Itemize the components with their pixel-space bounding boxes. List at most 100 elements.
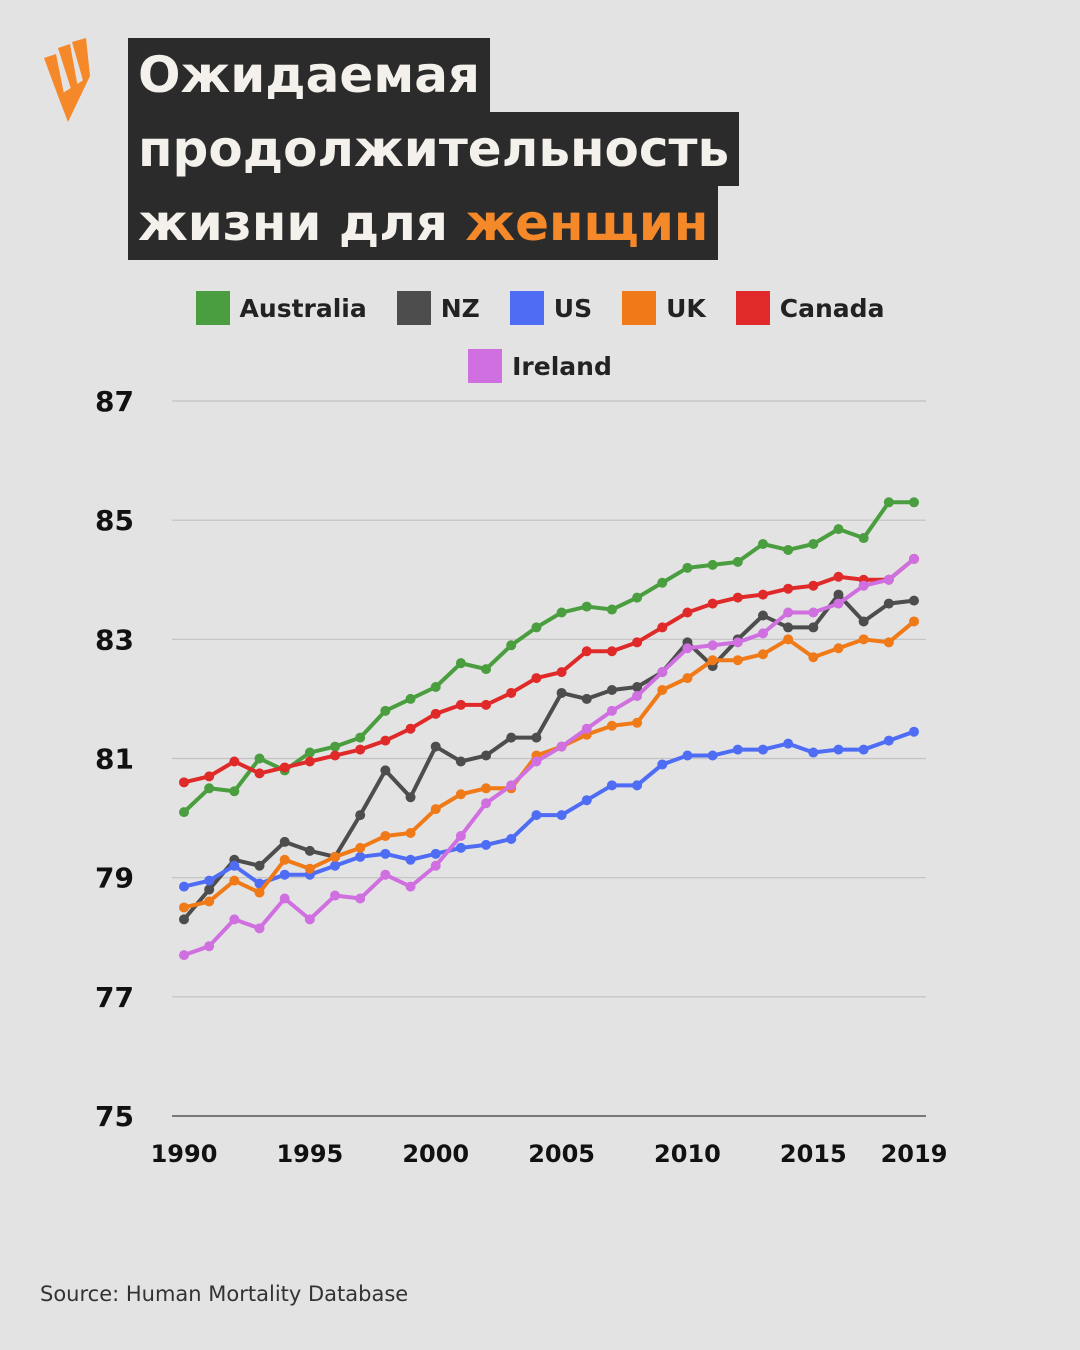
data-point xyxy=(304,845,315,856)
data-point xyxy=(581,601,592,612)
data-point xyxy=(606,705,617,716)
data-point xyxy=(632,592,643,603)
data-point xyxy=(707,598,718,609)
data-point xyxy=(481,783,492,794)
data-point xyxy=(581,693,592,704)
data-point xyxy=(808,652,819,663)
data-point xyxy=(757,610,768,621)
data-point xyxy=(531,810,542,821)
data-point xyxy=(355,810,366,821)
series-ireland xyxy=(179,553,919,961)
data-point xyxy=(909,497,919,508)
data-point xyxy=(380,735,391,746)
data-point xyxy=(657,684,668,695)
data-point xyxy=(506,833,517,844)
legend-swatch-us xyxy=(509,291,544,325)
data-point xyxy=(606,646,617,657)
data-point xyxy=(204,875,215,886)
legend-label-australia: Australia xyxy=(239,293,367,323)
data-point xyxy=(481,699,492,710)
data-point xyxy=(204,884,215,895)
y-tick-label: 79 xyxy=(95,862,134,895)
data-point xyxy=(883,574,894,585)
data-point xyxy=(455,658,466,669)
legend-item-nz: NZ xyxy=(396,291,480,325)
data-point xyxy=(355,842,366,853)
data-point xyxy=(254,768,265,779)
data-point xyxy=(229,756,240,767)
data-point xyxy=(783,634,794,645)
legend-item-australia: Australia xyxy=(195,291,367,325)
data-point xyxy=(707,640,718,651)
series-us xyxy=(179,726,919,892)
data-point xyxy=(657,759,668,770)
data-point xyxy=(808,580,819,591)
data-point xyxy=(808,539,819,549)
y-axis-ticks: 75 77 79 81 83 85 87 xyxy=(95,385,134,1133)
source-note: Source: Human Mortality Database xyxy=(40,1282,409,1306)
data-point xyxy=(179,777,189,788)
data-point xyxy=(757,589,768,600)
data-point xyxy=(732,637,743,648)
data-point xyxy=(556,741,567,752)
data-point xyxy=(632,682,643,692)
data-point xyxy=(254,753,265,764)
data-point xyxy=(304,914,315,925)
data-point xyxy=(732,592,743,603)
data-point xyxy=(833,571,844,582)
x-tick-label: 2015 xyxy=(780,1140,847,1168)
data-point xyxy=(455,789,466,800)
data-point xyxy=(581,646,592,657)
data-point xyxy=(355,744,366,755)
data-point xyxy=(682,750,693,761)
data-point xyxy=(606,684,617,695)
legend-item-us: US xyxy=(509,291,592,325)
title-line-2: продолжительность xyxy=(128,112,740,186)
data-point xyxy=(556,810,567,821)
data-point xyxy=(909,726,919,737)
data-point xyxy=(330,890,341,901)
data-point xyxy=(455,699,466,710)
data-point xyxy=(455,830,466,841)
data-point xyxy=(204,941,215,952)
data-point xyxy=(179,807,189,818)
legend-row-2: Ireland xyxy=(0,349,1080,383)
data-point xyxy=(808,622,819,633)
data-point xyxy=(279,836,290,847)
data-point xyxy=(883,497,894,508)
data-point xyxy=(430,682,441,692)
data-point xyxy=(883,735,894,746)
data-point xyxy=(531,622,542,633)
x-tick-label: 1995 xyxy=(276,1140,343,1168)
data-point xyxy=(808,607,819,618)
x-axis-ticks: 1990 1995 2000 2005 2010 2015 2019 xyxy=(151,1140,948,1168)
y-tick-label: 83 xyxy=(95,623,134,656)
data-point xyxy=(632,717,643,728)
data-point xyxy=(757,744,768,755)
x-tick-label: 2005 xyxy=(528,1140,595,1168)
data-point xyxy=(506,732,517,743)
title-line-1: Ожидаемая xyxy=(128,38,491,112)
data-point xyxy=(682,673,693,684)
legend-swatch-australia xyxy=(195,291,230,325)
legend-item-ireland: Ireland xyxy=(468,349,612,383)
data-point xyxy=(657,667,668,678)
data-point xyxy=(732,744,743,755)
data-point xyxy=(179,881,189,892)
data-point xyxy=(330,860,341,871)
data-point xyxy=(783,622,794,633)
x-tick-label: 2019 xyxy=(881,1140,948,1168)
data-point xyxy=(279,869,290,880)
data-point xyxy=(405,854,416,865)
x-tick-label: 2000 xyxy=(402,1140,469,1168)
data-point xyxy=(330,851,341,862)
y-tick-label: 85 xyxy=(95,504,134,537)
y-tick-label: 77 xyxy=(95,981,134,1014)
data-point xyxy=(204,783,215,794)
data-point xyxy=(606,720,617,731)
data-point xyxy=(455,756,466,767)
data-point xyxy=(304,747,315,758)
data-point xyxy=(858,634,869,645)
data-point xyxy=(581,795,592,806)
data-point xyxy=(204,896,215,907)
